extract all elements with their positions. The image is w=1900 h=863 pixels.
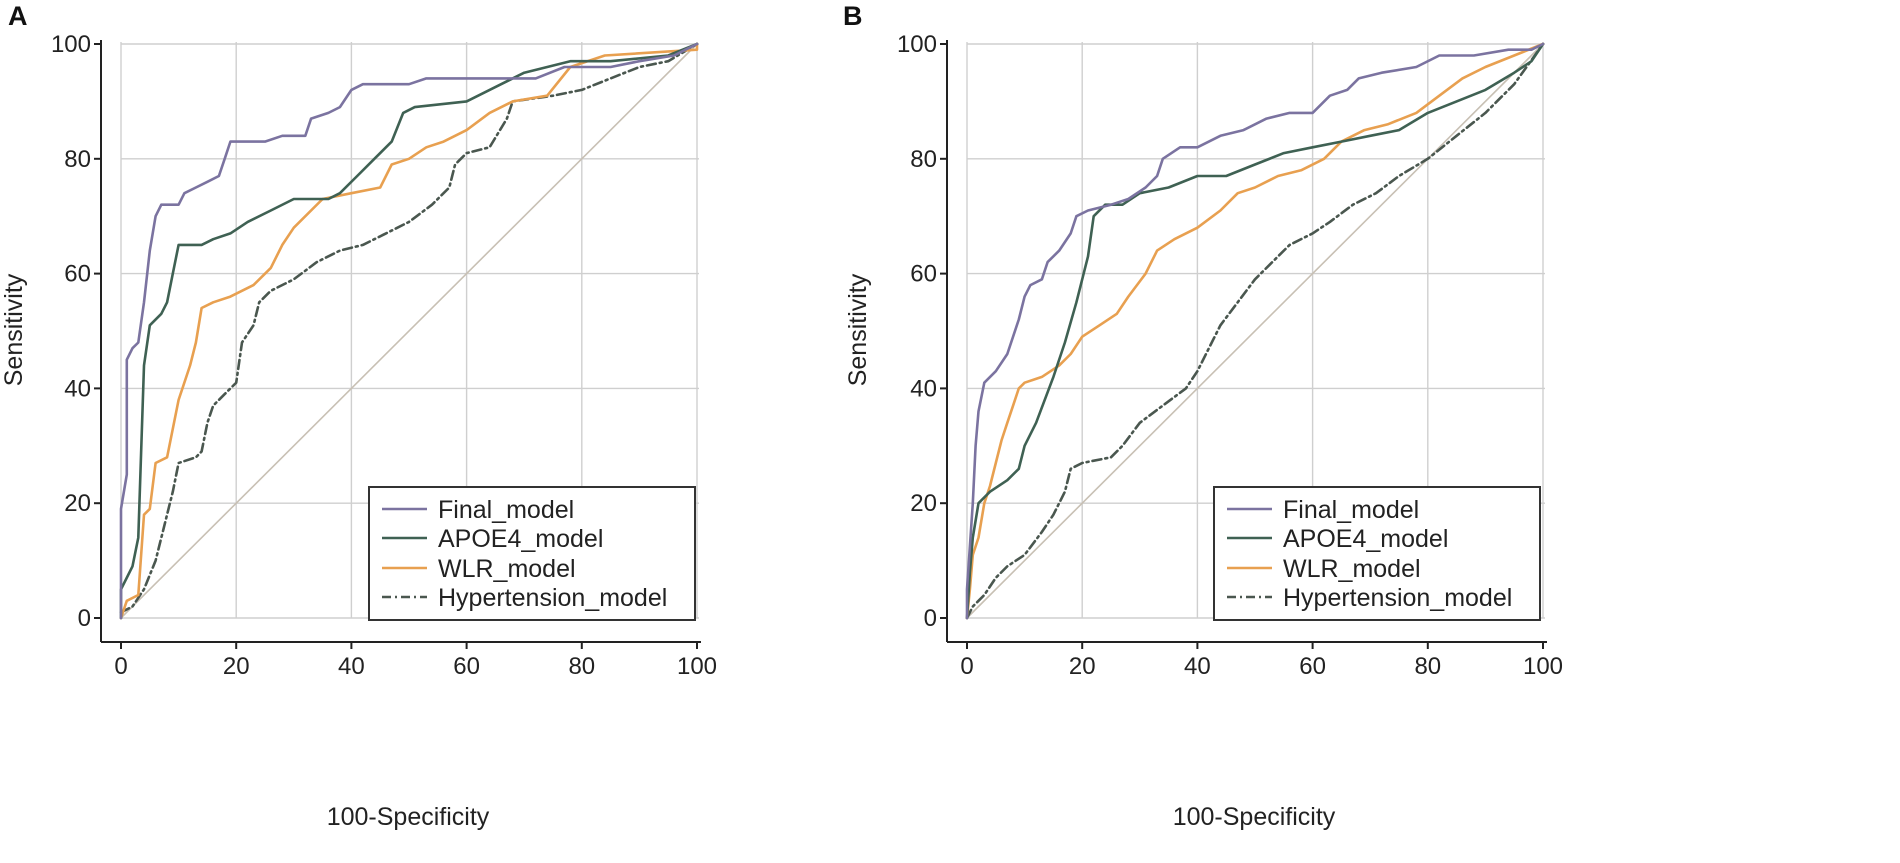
panel-a-y-tick-label-0: 0 <box>78 605 91 632</box>
panel-a-series-apoe4-model <box>119 42 699 620</box>
panel-b-legend-wlr-model: WLR_model <box>1283 555 1421 583</box>
panel-a-chart: A 0 20 40 60 80 100 0 20 40 60 80 100 100-Specifici… <box>0 1 717 831</box>
panel-a-y-tick-label-40: 40 <box>64 375 91 402</box>
panel-a-y-tick-label-80: 80 <box>64 146 91 173</box>
panel-a-ticks: 0 20 40 60 80 100 0 20 40 60 80 100 <box>51 31 717 680</box>
panel-a-legend: Final_model APOE4_model WLR_model Hypert… <box>368 486 696 621</box>
panel-a-x-tick-label-20: 20 <box>223 653 250 680</box>
panel-a-y-axis-title: Sensitivity <box>0 273 28 386</box>
panel-b-y-tick-label-100: 100 <box>897 31 937 58</box>
panel-b-series-hypertension-model <box>965 42 1545 620</box>
panel-b-legend: Final_model APOE4_model WLR_model Hypert… <box>1213 486 1541 621</box>
panel-b-chart: B 0 20 40 60 80 100 0 20 40 60 80 100 100-Specifici… <box>843 1 1563 831</box>
panel-b-axes <box>946 40 1547 643</box>
panel-b-series-layer <box>965 42 1545 620</box>
panel-a-x-tick-label-80: 80 <box>568 653 595 680</box>
panel-a-letter: A <box>8 1 28 31</box>
panel-b-y-tick-label-60: 60 <box>910 261 937 288</box>
panel-a-axes <box>100 40 701 643</box>
panel-b-reference-diagonal <box>966 43 1544 619</box>
panel-a-y-tick-label-60: 60 <box>64 261 91 288</box>
panel-b-legend-apoe4-model: APOE4_model <box>1283 525 1448 553</box>
panel-b-legend-final-model: Final_model <box>1283 496 1419 524</box>
panel-b-y-tick-label-0: 0 <box>924 605 937 632</box>
panel-b-x-tick-label-20: 20 <box>1069 653 1096 680</box>
panel-a-legend-apoe4-model: APOE4_model <box>438 525 603 553</box>
panel-b-x-tick-label-60: 60 <box>1299 653 1326 680</box>
panel-b-x-tick-label-0: 0 <box>960 653 973 680</box>
panel-a-x-tick-label-0: 0 <box>114 653 127 680</box>
panel-b-series-final-model <box>965 42 1545 620</box>
panel-b-x-tick-label-40: 40 <box>1184 653 1211 680</box>
panel-b-y-tick-label-20: 20 <box>910 490 937 517</box>
panel-a-reference-diagonal <box>120 43 698 619</box>
panel-b-y-tick-label-80: 80 <box>910 146 937 173</box>
panel-a-grid <box>120 42 699 619</box>
panel-b-x-tick-label-100: 100 <box>1523 653 1563 680</box>
panel-b-x-axis-title: 100-Specificity <box>1173 803 1336 831</box>
panel-b-y-tick-label-40: 40 <box>910 375 937 402</box>
panel-b-series-apoe4-model <box>965 42 1545 620</box>
panel-a-legend-wlr-model: WLR_model <box>438 555 576 583</box>
panel-a-series-layer <box>119 42 699 620</box>
panel-a-series-final-model <box>119 42 699 620</box>
panel-b-series-wlr-model <box>965 42 1545 620</box>
panel-a-x-tick-label-40: 40 <box>338 653 365 680</box>
panel-a-legend-final-model: Final_model <box>438 496 574 524</box>
panel-b-ticks: 0 20 40 60 80 100 0 20 40 60 80 100 <box>897 31 1563 680</box>
panel-a-legend-hypertension-model: Hypertension_model <box>438 584 667 612</box>
panel-a-x-axis-title: 100-Specificity <box>327 803 490 831</box>
panel-b-legend-hypertension-model: Hypertension_model <box>1283 584 1512 612</box>
panel-b-y-axis-title: Sensitivity <box>844 273 872 386</box>
panel-a-series-wlr-model <box>119 42 699 620</box>
panel-a-x-tick-label-100: 100 <box>677 653 717 680</box>
panel-a-x-tick-label-60: 60 <box>453 653 480 680</box>
panel-b-letter: B <box>843 1 863 31</box>
panel-a-y-tick-label-20: 20 <box>64 490 91 517</box>
panel-b-x-tick-label-80: 80 <box>1414 653 1441 680</box>
panel-a-y-tick-label-100: 100 <box>51 31 91 58</box>
